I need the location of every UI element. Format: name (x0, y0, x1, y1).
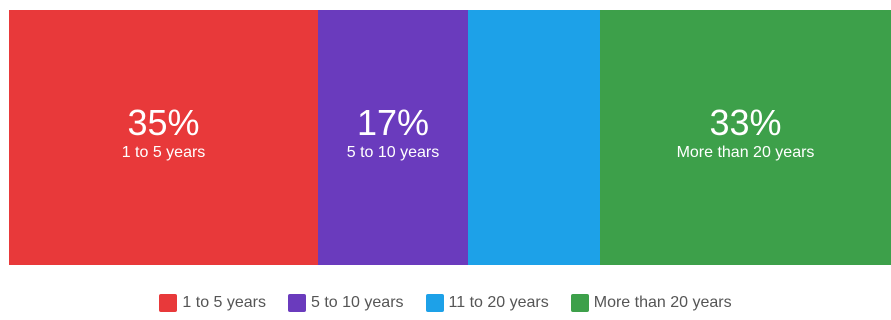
segment-category-label: 1 to 5 years (121, 143, 206, 161)
bar-segment: 35% 1 to 5 years (9, 10, 318, 265)
legend-label: 11 to 20 years (448, 294, 549, 311)
legend: 1 to 5 years 5 to 10 years 11 to 20 years M… (0, 290, 891, 316)
legend-label: More than 20 years (593, 294, 732, 311)
legend-label: 1 to 5 years (182, 294, 267, 311)
legend-item: 5 to 10 years (288, 294, 404, 312)
segment-value-label: 17% (356, 101, 430, 143)
legend-label: 5 to 10 years (311, 294, 404, 311)
legend-item: More than 20 years (570, 294, 732, 312)
segment-value-label: 33% (709, 101, 782, 143)
legend-swatch (425, 294, 444, 312)
legend-item: 1 to 5 years (159, 294, 266, 312)
bar-segment: 33% More than 20 years (600, 10, 891, 265)
bar-segment: 17% 5 to 10 years (318, 10, 468, 265)
stacked-bar: 35% 1 to 5 years 17% 5 to 10 years 33% More t… (9, 10, 891, 265)
legend-swatch (288, 294, 307, 312)
legend-swatch (570, 294, 589, 312)
segment-category-label: 5 to 10 years (346, 143, 440, 161)
segment-value-label: 35% (127, 101, 200, 143)
bar-segment (468, 10, 600, 265)
legend-item: 11 to 20 years (425, 294, 549, 312)
segment-category-label: More than 20 years (676, 143, 815, 161)
legend-swatch (159, 294, 178, 312)
